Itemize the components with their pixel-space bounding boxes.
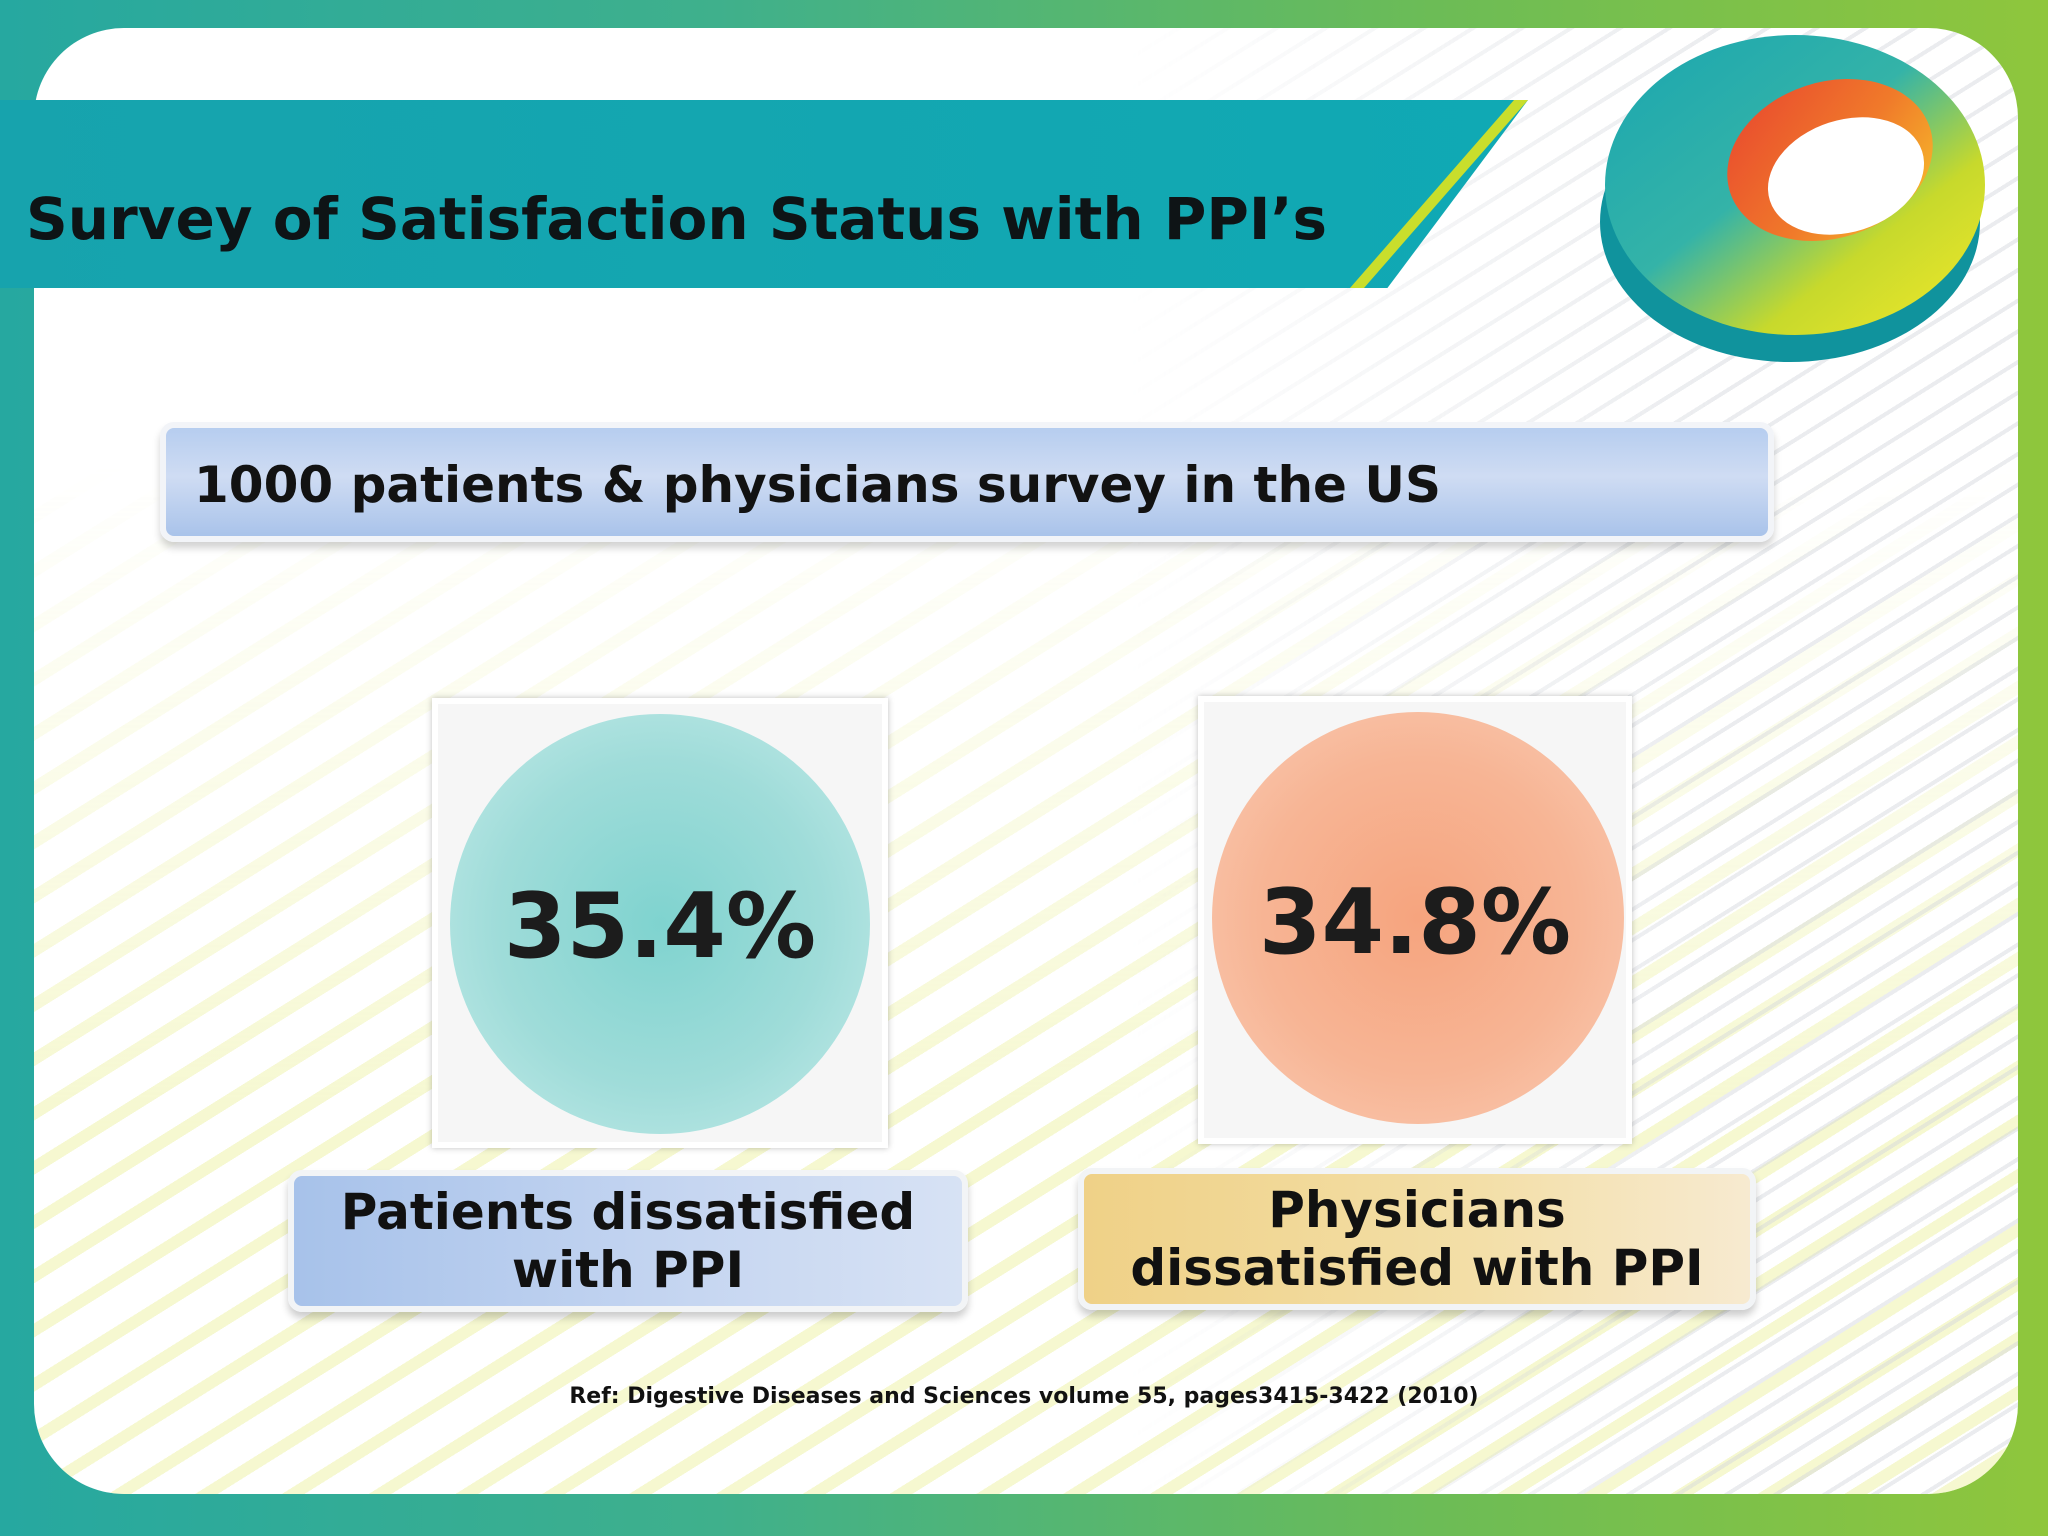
- reference-citation: Ref: Digestive Diseases and Sciences vol…: [569, 1384, 1479, 1409]
- slide-title: Survey of Satisfaction Status with PPI’s: [26, 185, 1328, 253]
- patients-label-line2: with PPI: [511, 1241, 745, 1299]
- physicians-stat-value: 34.8%: [1258, 870, 1572, 975]
- survey-banner-text: 1000 patients & physicians survey in the…: [194, 456, 1441, 514]
- title-bar: [0, 100, 1528, 288]
- physicians-label-line1: Physicians: [1268, 1181, 1566, 1239]
- ring-logo-icon: [1600, 35, 1985, 362]
- patients-label-box: Patients dissatisfied with PPI: [288, 1170, 968, 1312]
- physicians-label-line2: dissatisfied with PPI: [1130, 1239, 1704, 1297]
- physicians-stat-circle: [1212, 712, 1624, 1124]
- patients-stat-frame: 35.4%: [432, 698, 888, 1148]
- physicians-label-box: Physicians dissatisfied with PPI: [1078, 1168, 1756, 1310]
- patients-stat-circle: [450, 714, 870, 1134]
- survey-banner: 1000 patients & physicians survey in the…: [160, 422, 1774, 542]
- patients-stat-value: 35.4%: [503, 874, 817, 979]
- physicians-stat-frame: 34.8%: [1198, 696, 1632, 1144]
- patients-label-line1: Patients dissatisfied: [340, 1183, 916, 1241]
